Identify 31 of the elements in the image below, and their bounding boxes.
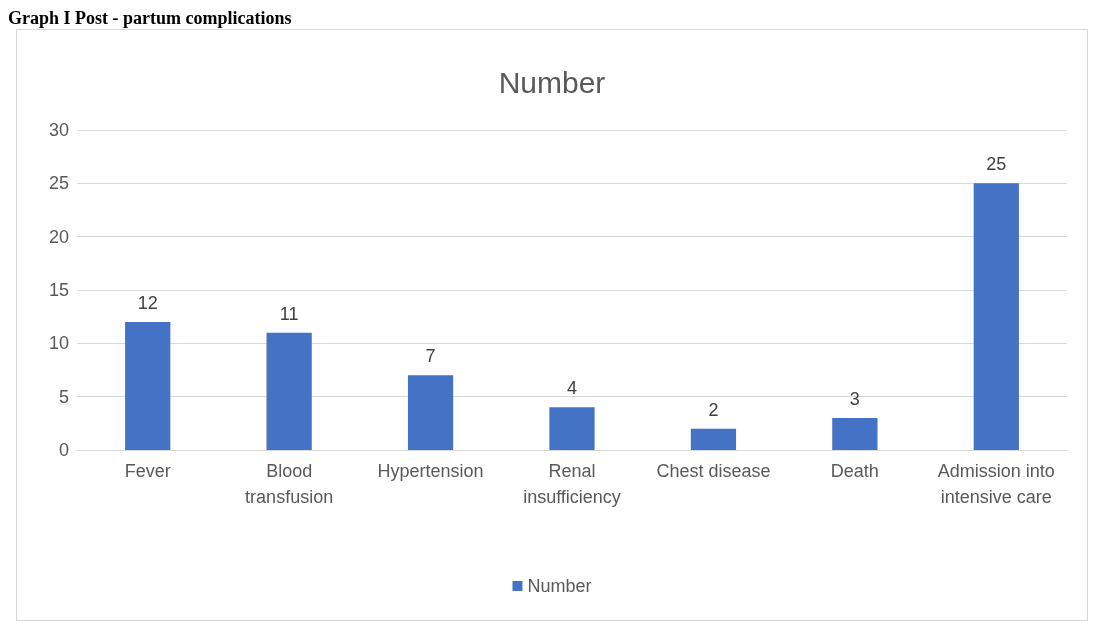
chart-title: Number <box>498 65 606 99</box>
y-tick-label: 5 <box>58 386 69 407</box>
data-label: 3 <box>849 389 860 409</box>
x-tick-label: Chest disease <box>656 461 771 481</box>
bar <box>690 428 737 450</box>
data-label: 7 <box>425 346 436 367</box>
x-tick-label: Renal insufficiency <box>523 461 621 507</box>
data-label: 11 <box>279 303 299 324</box>
text: Graph I Post - partum complications <box>8 8 293 29</box>
legend-label: Number <box>527 576 592 596</box>
data-label: 12 <box>137 293 158 313</box>
y-tick-label: 25 <box>48 173 69 194</box>
data-label: 2 <box>708 399 719 420</box>
x-tick-label: Hypertension <box>377 461 484 481</box>
x-tick-label: Death <box>830 461 879 481</box>
x-tick-label: Blood transfusion <box>245 461 334 507</box>
bar <box>549 407 595 450</box>
y-tick-label: 15 <box>48 280 69 300</box>
bar <box>973 183 1019 450</box>
y-tick-label: 10 <box>48 333 69 354</box>
data-label: 25 <box>986 154 1007 175</box>
bar <box>266 332 312 450</box>
bar <box>125 322 171 450</box>
data-label: 4 <box>566 378 578 399</box>
y-tick-label: 30 <box>48 120 69 140</box>
bar <box>832 418 878 450</box>
y-tick-label: 20 <box>48 226 69 247</box>
x-tick-label: Admission into intensive care <box>937 461 1055 507</box>
y-tick-label: 0 <box>58 440 69 460</box>
bar <box>407 375 454 450</box>
x-tick-label: Fever <box>124 461 171 481</box>
